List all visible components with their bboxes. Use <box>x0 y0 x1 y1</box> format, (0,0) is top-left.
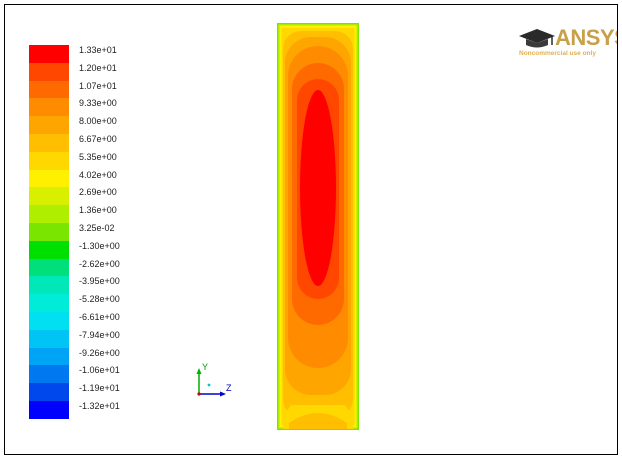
legend-label: 1.33e+01 <box>79 45 117 55</box>
graduation-cap-icon <box>519 29 555 48</box>
legend-label: 1.07e+01 <box>79 80 117 91</box>
contour-plot[interactable] <box>277 23 359 430</box>
z-axis-label: Z <box>226 383 232 393</box>
legend-label: 3.25e-02 <box>79 222 115 233</box>
legend-swatch <box>29 222 69 241</box>
legend-swatch <box>29 258 69 277</box>
contour-domain-border <box>277 23 359 430</box>
legend-label: -1.19e+01 <box>79 383 120 394</box>
legend-swatch <box>29 329 69 348</box>
legend-label: 8.00e+00 <box>79 116 117 127</box>
z-axis-arrowhead <box>220 391 226 397</box>
legend-label: -6.61e+00 <box>79 311 120 322</box>
legend-label: -1.32e+01 <box>79 400 120 411</box>
legend-swatch <box>29 205 69 224</box>
axis-triad-graphic: Y Z <box>196 362 232 397</box>
logo-subtitle: Noncommercial use only <box>519 50 596 57</box>
legend-swatch <box>29 151 69 170</box>
legend-swatch <box>29 311 69 330</box>
legend-swatch <box>29 400 69 419</box>
legend-label: -2.62e+00 <box>79 258 120 269</box>
contour-peak-core <box>300 90 336 286</box>
triad-origin-marker <box>207 383 211 387</box>
legend-label: 9.33e+00 <box>79 98 117 109</box>
legend-swatch <box>29 169 69 188</box>
legend-swatch <box>29 116 69 135</box>
legend-label: -7.94e+00 <box>79 329 120 340</box>
axis-triad: Y Z <box>189 361 237 401</box>
legend-label: 1.36e+00 <box>79 205 117 216</box>
legend-label: 5.35e+00 <box>79 151 117 162</box>
legend-swatch <box>29 240 69 259</box>
legend-label: -1.06e+01 <box>79 365 120 376</box>
legend-swatch <box>29 45 69 63</box>
y-axis-arrowhead <box>196 368 202 374</box>
contour-bottom-inner <box>289 413 347 430</box>
legend-label: 1.20e+01 <box>79 62 117 73</box>
legend-swatch <box>29 80 69 99</box>
legend-label: 6.67e+00 <box>79 133 117 144</box>
y-axis-label: Y <box>202 362 208 372</box>
legend-swatch <box>29 133 69 152</box>
graphics-window[interactable]: 1.33e+01 1.20e+01 1.07e+01 9.33e+00 8.00e+00… <box>4 4 618 455</box>
legend-label: -5.28e+00 <box>79 294 120 305</box>
legend-label: -3.95e+00 <box>79 276 120 287</box>
legend-label: 2.69e+00 <box>79 187 117 198</box>
legend-swatch <box>29 62 69 81</box>
legend-swatch <box>29 276 69 295</box>
contour-plot-graphic <box>277 23 359 430</box>
legend-swatch <box>29 98 69 117</box>
legend-swatch <box>29 294 69 313</box>
legend-label: -9.26e+00 <box>79 347 120 358</box>
legend-swatch <box>29 187 69 206</box>
logo-wordmark: ANSYS <box>555 25 617 50</box>
legend-label: -1.30e+00 <box>79 240 120 251</box>
x-axis-dot <box>197 392 201 396</box>
legend-label: 4.02e+00 <box>79 169 117 180</box>
legend-swatch <box>29 383 69 402</box>
legend-swatch <box>29 365 69 384</box>
legend-swatch <box>29 347 69 366</box>
ansys-logo: ANSYS Noncommercial use only <box>515 25 617 61</box>
